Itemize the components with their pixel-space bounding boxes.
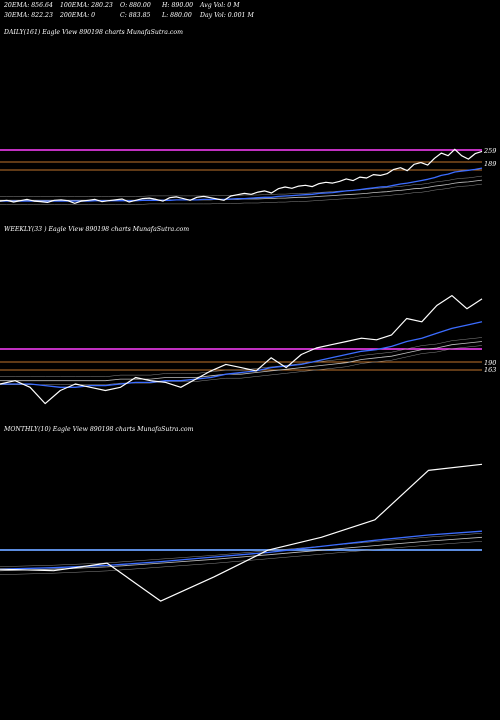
header-open: O: 880.00	[120, 2, 151, 9]
monthly-price-line	[0, 463, 483, 602]
header-avg-vol: Avg Vol: 0 M	[200, 2, 240, 9]
daily-level-upper: 259	[483, 147, 496, 155]
daily-band-line-2	[0, 175, 483, 197]
weekly-band-line-2	[0, 337, 483, 377]
daily-panel-label: DAILY(161) Eagle View 890198 charts Muna…	[4, 29, 183, 36]
daily-ema-long-line	[0, 179, 483, 201]
weekly-ema-short-line	[0, 321, 483, 388]
daily-price-line	[0, 148, 483, 204]
daily-band-line-1	[0, 183, 483, 205]
weekly-level-upper: 190	[484, 359, 496, 367]
monthly-ema-long-line	[0, 536, 483, 572]
daily-ema-short-line	[0, 167, 483, 202]
weekly-panel-label: WEEKLY(33 ) Eagle View 890198 charts Mun…	[4, 226, 190, 233]
header-100ema: 100EMA: 280.23	[60, 2, 113, 9]
weekly-band-line-1	[0, 345, 483, 385]
monthly-ema-short-line	[0, 530, 483, 570]
header-close: C: 883.85	[120, 12, 151, 19]
monthly-panel-label: MONTHLY(10) Eagle View 890198 charts Mun…	[4, 426, 194, 433]
header-30ema: 30EMA: 822.23	[4, 12, 53, 19]
weekly-level-lower: 163	[484, 366, 496, 374]
weekly-price-line	[0, 295, 483, 405]
header-day-vol: Day Vol: 0.001 M	[200, 12, 254, 19]
monthly-band-line-2	[0, 533, 483, 567]
header-low: L: 880.00	[162, 12, 192, 19]
monthly-band-line-1	[0, 541, 483, 575]
header-high: H: 890.00	[162, 2, 194, 9]
daily-level-lower: 189	[484, 160, 496, 168]
header-200ema: 200EMA: 0	[60, 12, 96, 19]
weekly-ema-long-line	[0, 341, 483, 382]
header-20ema: 20EMA: 856.64	[4, 2, 53, 9]
